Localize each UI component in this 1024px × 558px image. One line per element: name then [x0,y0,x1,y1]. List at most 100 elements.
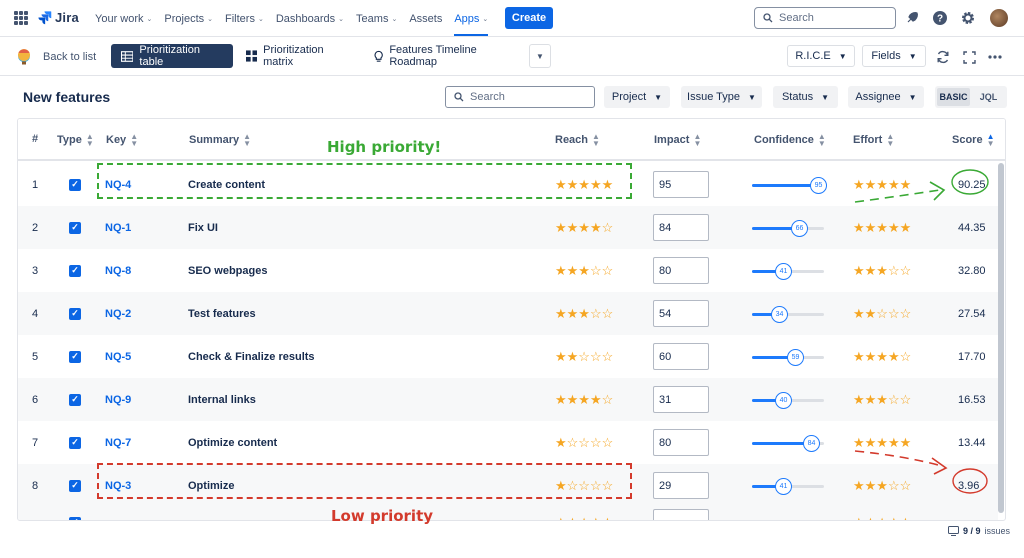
impact-input[interactable]: 84 [653,214,709,241]
impact-input[interactable]: 54 [653,300,709,327]
jql-mode-button[interactable]: JQL [979,92,998,102]
issue-key-link[interactable]: NQ-2 [105,307,132,320]
effort-star-rating[interactable]: ★★★☆☆ [853,391,912,407]
reach-star-rating[interactable]: ★☆☆☆☆ [555,434,614,450]
reach-star-rating[interactable]: ★★★☆☆ [555,262,614,278]
tab-prioritization-table[interactable]: Prioritization table [111,44,233,68]
table-row[interactable]: 3 ✓ NQ-8 SEO webpages ★★★☆☆ 80 41 ★★★☆☆ 32.80 [18,249,998,292]
effort-star-rating[interactable]: ★★★★★ [853,501,911,521]
effort-star-rating[interactable]: ★★★★★ [853,434,912,450]
nav-item-filters[interactable]: Filters ⌄ [225,13,264,25]
header-reach[interactable]: Reach ▲ ▼ [555,133,600,148]
reach-star-rating[interactable]: ★★★★★ [555,176,614,192]
impact-input[interactable]: 95 [653,171,709,198]
confidence-slider[interactable]: 95 [752,175,827,195]
impact-input[interactable] [653,509,709,520]
table-row-partial[interactable]: ✓★★★★★★★★★★ [18,507,998,520]
table-row[interactable]: 2 ✓ NQ-1 Fix UI ★★★★☆ 84 66 ★★★★★ 44.35 [18,206,998,249]
impact-input[interactable]: 31 [653,386,709,413]
issue-key-link[interactable]: NQ-8 [105,264,132,277]
settings-gear-icon[interactable] [959,9,977,27]
header-key[interactable]: Key ▲ ▼ [106,133,138,148]
header-impact[interactable]: Impact ▲ ▼ [654,133,701,148]
impact-input[interactable]: 80 [653,429,709,456]
jira-logo[interactable]: Jira [37,10,79,25]
back-to-list-link[interactable]: Back to list [43,51,97,63]
basic-mode-button[interactable]: BASIC [937,88,970,106]
nav-item-projects[interactable]: Projects ⌄ [164,13,213,25]
filter-project[interactable]: Project ▼ [604,86,670,108]
header-confidence[interactable]: Confidence ▲ ▼ [754,133,826,148]
confidence-slider[interactable]: 66 [752,218,824,238]
issue-summary[interactable]: Create content [188,178,266,191]
issue-key-link[interactable]: NQ-1 [105,221,132,234]
header-score[interactable]: Score ▲ ▼ [952,133,995,148]
issue-key-link[interactable]: NQ-5 [105,350,132,363]
slider-knob[interactable]: 66 [791,219,808,237]
user-avatar[interactable] [990,9,1008,27]
impact-input[interactable]: 60 [653,343,709,370]
issue-summary[interactable]: Check & Finalize results [188,350,315,363]
effort-star-rating[interactable]: ★★☆☆☆ [853,305,912,321]
effort-star-rating[interactable]: ★★★☆☆ [853,262,912,278]
confidence-slider[interactable]: 34 [752,304,824,324]
more-options-icon[interactable] [987,49,1003,65]
impact-input[interactable]: 80 [653,257,709,284]
table-row[interactable]: 4 ✓ NQ-2 Test features ★★★☆☆ 54 34 ★★☆☆☆ 27.54 [18,292,998,335]
slider-knob[interactable]: 59 [787,348,804,366]
nav-item-your-work[interactable]: Your work ⌄ [95,13,152,25]
filter-status[interactable]: Status ▼ [773,86,838,108]
create-button[interactable]: Create [505,7,553,29]
issue-key-link[interactable]: NQ-9 [105,393,132,406]
impact-input[interactable]: 29 [653,472,709,499]
fullscreen-icon[interactable] [961,49,977,65]
slider-knob[interactable]: 40 [775,391,792,409]
slider-knob[interactable]: 95 [810,176,827,194]
reach-star-rating[interactable]: ★★☆☆☆ [555,348,614,364]
rice-dropdown[interactable]: R.I.C.E ▼ [787,45,855,67]
effort-star-rating[interactable]: ★★★★★ [853,176,912,192]
filter-issue-type[interactable]: Issue Type ▼ [681,86,762,108]
header-effort[interactable]: Effort ▲ ▼ [853,133,894,148]
confidence-slider[interactable]: 40 [752,390,824,410]
table-scrollbar[interactable] [998,163,1004,513]
issue-summary[interactable]: Internal links [188,393,256,406]
table-row[interactable]: 8 ✓ NQ-3 Optimize ★☆☆☆☆ 29 41 ★★★☆☆ 3.96 [18,464,998,507]
table-row[interactable]: 5 ✓ NQ-5 Check & Finalize results ★★☆☆☆ 60 59 ★… [18,335,998,378]
issue-key-link[interactable]: NQ-7 [105,436,132,449]
fields-dropdown[interactable]: Fields ▼ [862,45,926,67]
issue-summary[interactable]: Test features [188,307,256,320]
nav-item-apps[interactable]: Apps ⌄ [454,13,488,36]
reach-star-rating[interactable]: ★★★★☆ [555,219,614,235]
confidence-slider[interactable]: 41 [752,476,824,496]
issue-summary[interactable]: Optimize [188,479,235,492]
reach-star-rating[interactable]: ★★★★☆ [555,391,614,407]
nav-item-assets[interactable]: Assets [409,13,442,25]
effort-star-rating[interactable]: ★★★☆☆ [853,477,912,493]
reach-star-rating[interactable]: ★☆☆☆☆ [555,477,614,493]
filter-assignee[interactable]: Assignee ▼ [848,86,924,108]
issue-search-input[interactable]: Search [445,86,595,108]
more-views-chevron-down-icon[interactable]: ▼ [529,44,551,68]
slider-knob[interactable]: 84 [803,434,820,452]
table-row[interactable]: 7 ✓ NQ-7 Optimize content ★☆☆☆☆ 80 84 ★★★★★ 13.4… [18,421,998,464]
reach-star-rating[interactable]: ★★★★★ [555,501,613,521]
issue-summary[interactable]: Fix UI [188,221,218,234]
header-summary[interactable]: Summary ▲ ▼ [189,133,251,148]
refresh-icon[interactable] [935,49,951,65]
issue-summary[interactable]: Optimize content [188,436,278,449]
issue-key-link[interactable]: NQ-4 [105,178,132,191]
slider-knob[interactable]: 34 [771,305,788,323]
tab-prioritization-matrix[interactable]: Prioritization matrix [236,44,360,68]
nav-item-dashboards[interactable]: Dashboards ⌄ [276,13,344,25]
effort-star-rating[interactable]: ★★★★☆ [853,348,912,364]
slider-knob[interactable]: 41 [775,262,792,280]
app-switcher-icon[interactable] [14,11,28,25]
slider-knob[interactable]: 41 [775,477,792,495]
confidence-slider[interactable]: 59 [752,347,824,367]
issue-summary[interactable]: SEO webpages [188,264,268,277]
notifications-icon[interactable] [903,9,921,27]
issue-key-link[interactable]: NQ-3 [105,479,132,492]
help-icon[interactable]: ? [931,9,949,27]
reach-star-rating[interactable]: ★★★☆☆ [555,305,614,321]
